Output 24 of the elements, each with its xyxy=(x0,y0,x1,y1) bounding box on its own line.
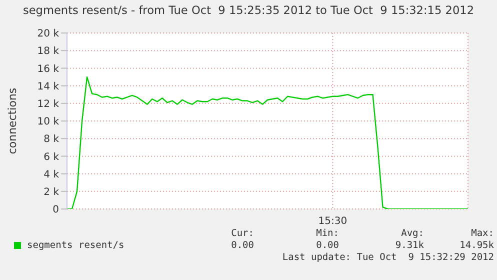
y-tick-label: 14 k xyxy=(37,81,60,92)
text: Min: xyxy=(315,228,339,239)
y-tick-label: 2 k xyxy=(44,186,60,198)
y-tick-label: 6 k xyxy=(44,152,60,163)
y-tick-label: 20 k xyxy=(37,28,60,40)
y-tick-label: 4 k xyxy=(44,169,60,180)
chart-title: segments resent/s - from Tue Oct 9 15:25:35 2012 to Tue Oct 9 15:32:15 2012 xyxy=(22,4,476,17)
text: Avg: xyxy=(400,228,424,239)
text: 0.00 xyxy=(315,240,339,251)
text: Cur: xyxy=(230,228,254,239)
text: 0.00 xyxy=(230,240,254,251)
y-tick-label: 18 k xyxy=(37,46,60,58)
text: 9.31k xyxy=(394,240,424,251)
text: 14.95k xyxy=(458,240,494,251)
y-tick-label: 8 k xyxy=(44,134,60,146)
text: Last update: Tue Oct 9 15:32:29 2012 xyxy=(281,252,494,263)
y-tick-label: 12 k xyxy=(37,98,60,110)
y-axis-title: connections xyxy=(6,88,19,154)
y-tick-label: 0 xyxy=(52,204,59,216)
legend-label: segments resent/s xyxy=(27,240,124,251)
text: Max: xyxy=(470,228,494,239)
y-tick-label: 16 k xyxy=(37,64,60,75)
x-tick-label: 15:30 xyxy=(318,216,348,228)
y-tick-label: 10 k xyxy=(37,116,60,128)
